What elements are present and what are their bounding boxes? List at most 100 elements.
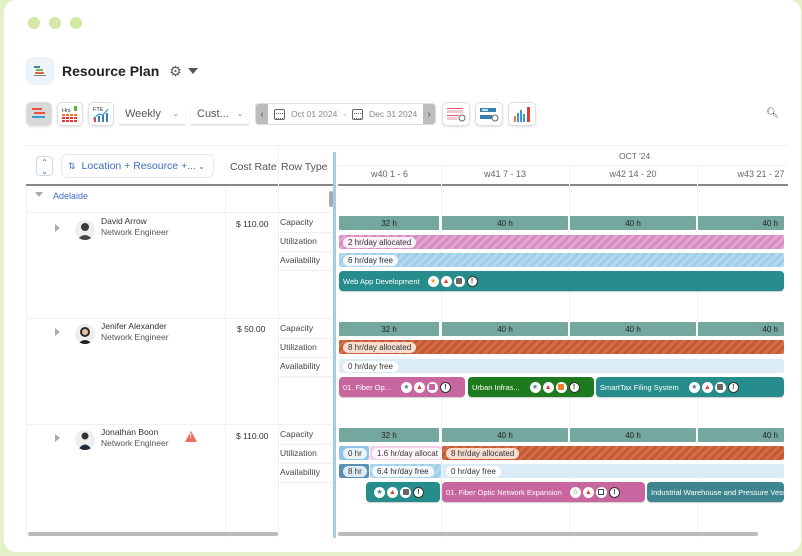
timeline-horizontal-scrollbar[interactable] <box>338 532 758 536</box>
column-header-row-type[interactable]: Row Type <box>281 161 328 173</box>
vertical-scrollbar[interactable] <box>329 191 333 207</box>
row-divider <box>278 376 333 377</box>
task-bar-smarttax-filing[interactable]: SmartTax Filing System ★ ▲! <box>596 377 784 397</box>
utilization-bar[interactable]: 8 hr/day allocated <box>442 446 784 460</box>
calendar-icon <box>351 108 363 120</box>
expand-triangle-icon[interactable] <box>55 434 60 442</box>
capacity-bar[interactable]: 40 h <box>698 216 784 230</box>
row-divider <box>26 424 333 425</box>
groupby-select[interactable]: ⇅ Location + Resource +... ⌄ <box>61 154 214 178</box>
window-dot-close[interactable] <box>28 17 40 29</box>
utilization-bar[interactable]: 0 hr <box>339 446 369 460</box>
availability-label: 6 hr/day free <box>343 254 398 266</box>
resource-name: Jonathan Boon <box>101 427 159 437</box>
capacity-bar[interactable]: 40 h <box>570 216 696 230</box>
triangle-icon: ▲ <box>542 381 554 393</box>
availability-bar[interactable]: 6 hr/day free <box>339 253 784 267</box>
previous-period-button[interactable]: ‹ <box>256 104 268 124</box>
date-separator: - <box>343 109 346 119</box>
settings-gear-icon[interactable]: ⚙ <box>169 62 182 79</box>
bar-settings-button[interactable] <box>475 102 504 126</box>
date-range-picker: ‹ Oct 01 2024 - Dec 31 2024 › <box>255 103 437 125</box>
availability-label: 8 hr <box>343 465 367 477</box>
next-period-button[interactable]: › <box>423 104 436 124</box>
range-type-select[interactable]: Cust... ⌄ <box>191 103 249 125</box>
bar-settings-icon <box>480 108 499 122</box>
capacity-bar[interactable]: 40 h <box>698 428 784 442</box>
task-bar-urban-infrastructure[interactable]: Urban Infras... ★ ▲! <box>468 377 594 397</box>
exclamation-icon: ! <box>413 486 424 498</box>
expand-triangle-icon[interactable] <box>55 328 60 336</box>
capacity-bar[interactable]: 32 h <box>339 322 439 336</box>
window-dot-maximize[interactable] <box>70 17 82 29</box>
square-icon <box>714 381 726 393</box>
utilization-bar[interactable]: 8 hr/day allocated <box>339 340 784 354</box>
chevron-down-icon: ⌄ <box>236 109 244 118</box>
task-bar-fiber-optic[interactable]: 01. Fiber Op... ★ ▲! <box>339 377 465 397</box>
resource-plan-app-icon <box>26 57 54 85</box>
avatar <box>75 324 95 344</box>
group-label: Adelaide <box>53 191 89 201</box>
row-settings-button[interactable] <box>442 102 471 126</box>
utilization-bar[interactable]: 1.6 hr/day allocat <box>370 446 441 460</box>
task-label: 01. Fiber Optic Network Expansion <box>446 487 562 497</box>
row-divider <box>26 318 333 319</box>
export-chart-button[interactable] <box>508 102 537 126</box>
expand-triangle-icon[interactable] <box>55 224 60 232</box>
task-bar-fiber-optic-network-expansion[interactable]: 01. Fiber Optic Network Expansion ☆ ▲! <box>442 482 645 502</box>
window-dot-minimize[interactable] <box>49 17 61 29</box>
expand-collapse-button[interactable]: ⌃ ⌄ <box>36 156 53 176</box>
availability-bar[interactable]: 8 hr <box>339 464 369 478</box>
row-type-utilization: Utilization <box>280 236 317 246</box>
task-bar-web-app-development[interactable]: Web App Development ★ ▲! <box>339 271 784 291</box>
collapse-triangle-icon[interactable] <box>35 192 43 197</box>
avatar <box>75 220 95 240</box>
date-to-field[interactable]: Dec 31 2024 <box>346 104 423 124</box>
row-divider <box>278 463 333 464</box>
row-type-capacity: Capacity <box>280 323 314 333</box>
triangle-icon: ▲ <box>440 275 452 287</box>
resource-row-jonathan-boon[interactable]: Jonathan Boon Network Engineer $ 110.00 … <box>26 424 333 530</box>
week-header: w42 14 - 20 <box>609 169 657 179</box>
timeline-panel: OCT '24 w40 1 - 6 w41 7 - 13 w42 14 - 20… <box>338 146 788 538</box>
availability-bar[interactable]: 0 hr/day free <box>442 464 784 478</box>
hours-heatmap-button[interactable]: Hrs <box>57 102 83 126</box>
capacity-bar[interactable]: 40 h <box>570 428 696 442</box>
settings-dropdown-caret-icon[interactable] <box>187 68 198 74</box>
resource-row-david-arrow[interactable]: David Arrow Network Engineer $ 110.00 Ca… <box>26 212 333 318</box>
task-bar-unlabeled[interactable]: ★ ▲! <box>366 482 440 502</box>
fte-chart-button[interactable]: FTE <box>88 102 114 126</box>
page-title: Resource Plan <box>62 63 160 79</box>
left-horizontal-scrollbar[interactable] <box>28 532 278 536</box>
resource-row-jenifer-alexander[interactable]: Jenifer Alexander Network Engineer $ 50.… <box>26 318 333 424</box>
date-to-value: Dec 31 2024 <box>368 109 418 119</box>
row-divider <box>278 270 333 271</box>
capacity-bar[interactable]: 32 h <box>339 216 439 230</box>
utilization-bar[interactable]: 2 hr/day allocated <box>339 235 784 249</box>
panel-splitter[interactable] <box>333 152 336 538</box>
availability-bar[interactable]: 6.4 hr/day free <box>370 464 441 478</box>
availability-label: 0 hr/day free <box>343 360 398 372</box>
timescale-select[interactable]: Weekly ⌄ <box>119 103 185 125</box>
search-icon[interactable]: 🔍︎ <box>766 108 779 119</box>
column-header-cost-rate[interactable]: Cost Rate <box>230 161 277 173</box>
gantt-view-button[interactable] <box>26 102 52 126</box>
row-type-capacity: Capacity <box>280 429 314 439</box>
resource-list-panel: ⌃ ⌄ ⇅ Location + Resource +... ⌄ Cost Rat… <box>26 146 333 538</box>
availability-bar[interactable]: 0 hr/day free <box>339 359 784 373</box>
capacity-bar[interactable]: 32 h <box>339 428 439 442</box>
capacity-bar[interactable]: 40 h <box>442 322 568 336</box>
row-type-availability: Availability <box>280 255 321 265</box>
task-label: Urban Infras... <box>472 382 520 392</box>
capacity-bar[interactable]: 40 h <box>442 216 568 230</box>
warning-icon[interactable] <box>185 431 197 442</box>
task-bar-industrial-warehouse[interactable]: Industrial Warehouse and Pressure Vessel <box>647 482 784 502</box>
capacity-bar[interactable]: 40 h <box>570 322 696 336</box>
row-divider <box>278 251 333 252</box>
capacity-bar[interactable]: 40 h <box>698 322 784 336</box>
capacity-bar[interactable]: 40 h <box>442 428 568 442</box>
date-from-field[interactable]: Oct 01 2024 <box>268 104 343 124</box>
svg-text:Hrs: Hrs <box>62 108 71 114</box>
task-label: SmartTax Filing System <box>600 382 679 392</box>
square-icon <box>426 381 438 393</box>
